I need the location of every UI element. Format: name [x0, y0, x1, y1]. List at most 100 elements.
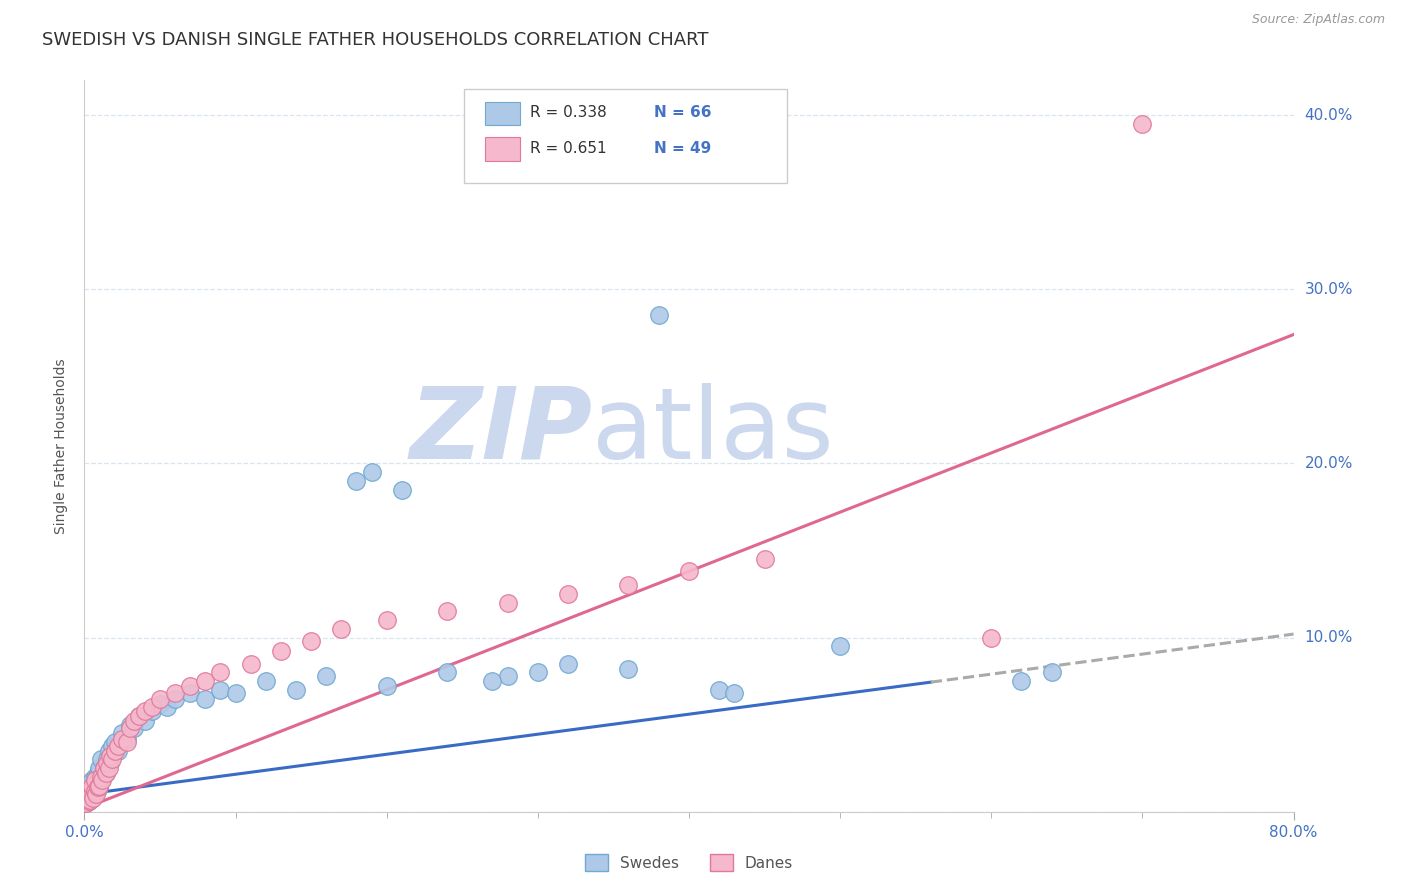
Point	[89, 779, 111, 793]
Point	[76, 787, 98, 801]
Point	[254, 674, 277, 689]
Point	[375, 613, 398, 627]
Point	[115, 731, 138, 746]
Point	[84, 773, 107, 788]
Point	[84, 779, 107, 793]
Point	[77, 794, 100, 808]
Point	[87, 766, 110, 780]
Point	[107, 739, 129, 753]
Point	[526, 665, 548, 680]
Point	[754, 552, 776, 566]
Point	[94, 766, 117, 780]
Text: N = 66: N = 66	[654, 105, 711, 120]
Point	[209, 665, 232, 680]
Point	[375, 679, 398, 693]
Legend: Swedes, Danes: Swedes, Danes	[579, 848, 799, 877]
Point	[617, 578, 640, 592]
Point	[299, 634, 322, 648]
Point	[134, 704, 156, 718]
Point	[94, 766, 117, 780]
Point	[96, 756, 118, 770]
Point	[79, 787, 101, 801]
Point	[82, 780, 104, 795]
Point	[90, 752, 112, 766]
Point	[709, 682, 731, 697]
Point	[141, 700, 163, 714]
Point	[194, 674, 217, 689]
Y-axis label: Single Father Households: Single Father Households	[53, 359, 67, 533]
Point	[97, 761, 120, 775]
Point	[90, 773, 112, 788]
Point	[86, 784, 108, 798]
Text: 30.0%: 30.0%	[1305, 282, 1353, 297]
Point	[557, 657, 579, 671]
Point	[75, 796, 97, 810]
Point	[107, 744, 129, 758]
Text: SWEDISH VS DANISH SINGLE FATHER HOUSEHOLDS CORRELATION CHART: SWEDISH VS DANISH SINGLE FATHER HOUSEHOL…	[42, 31, 709, 49]
Point	[104, 735, 127, 749]
Point	[96, 752, 118, 766]
Point	[87, 780, 110, 795]
Point	[79, 792, 101, 806]
Point	[557, 587, 579, 601]
Point	[330, 622, 353, 636]
Point	[194, 691, 217, 706]
Point	[156, 700, 179, 714]
Text: R = 0.338: R = 0.338	[530, 105, 607, 120]
Point	[89, 779, 111, 793]
Point	[82, 789, 104, 803]
Point	[97, 744, 120, 758]
Point	[91, 773, 114, 788]
Point	[98, 749, 121, 764]
Point	[315, 669, 337, 683]
Point	[980, 631, 1002, 645]
Point	[93, 761, 115, 775]
Point	[134, 714, 156, 728]
Point	[100, 739, 122, 753]
Text: 10.0%: 10.0%	[1305, 630, 1353, 645]
Point	[1040, 665, 1063, 680]
Point	[481, 674, 503, 689]
Point	[163, 686, 186, 700]
Point	[86, 773, 108, 788]
Text: atlas: atlas	[592, 383, 834, 480]
Point	[104, 744, 127, 758]
Point	[82, 790, 104, 805]
Point	[284, 682, 308, 697]
Point	[93, 761, 115, 775]
Point	[122, 721, 145, 735]
Point	[179, 686, 201, 700]
Point	[80, 779, 103, 793]
Point	[91, 770, 114, 784]
Point	[128, 709, 150, 723]
Point	[149, 697, 172, 711]
Point	[77, 784, 100, 798]
Point	[80, 787, 103, 801]
Text: N = 49: N = 49	[654, 141, 711, 155]
Text: 20.0%: 20.0%	[1305, 456, 1353, 471]
Point	[87, 782, 110, 797]
Point	[118, 721, 141, 735]
Point	[225, 686, 247, 700]
Point	[100, 752, 122, 766]
Point	[1130, 117, 1153, 131]
Point	[436, 665, 458, 680]
Point	[84, 784, 107, 798]
Point	[209, 682, 232, 697]
Point	[76, 790, 98, 805]
Point	[115, 735, 138, 749]
Point	[122, 714, 145, 728]
Point	[830, 640, 852, 654]
Point	[75, 796, 97, 810]
Point	[239, 657, 262, 671]
Point	[270, 644, 292, 658]
Point	[80, 773, 103, 788]
Point	[163, 691, 186, 706]
Point	[128, 709, 150, 723]
Point	[76, 787, 98, 801]
Point	[79, 779, 101, 793]
Point	[80, 790, 103, 805]
Point	[77, 794, 100, 808]
Point	[118, 717, 141, 731]
Point	[723, 686, 745, 700]
